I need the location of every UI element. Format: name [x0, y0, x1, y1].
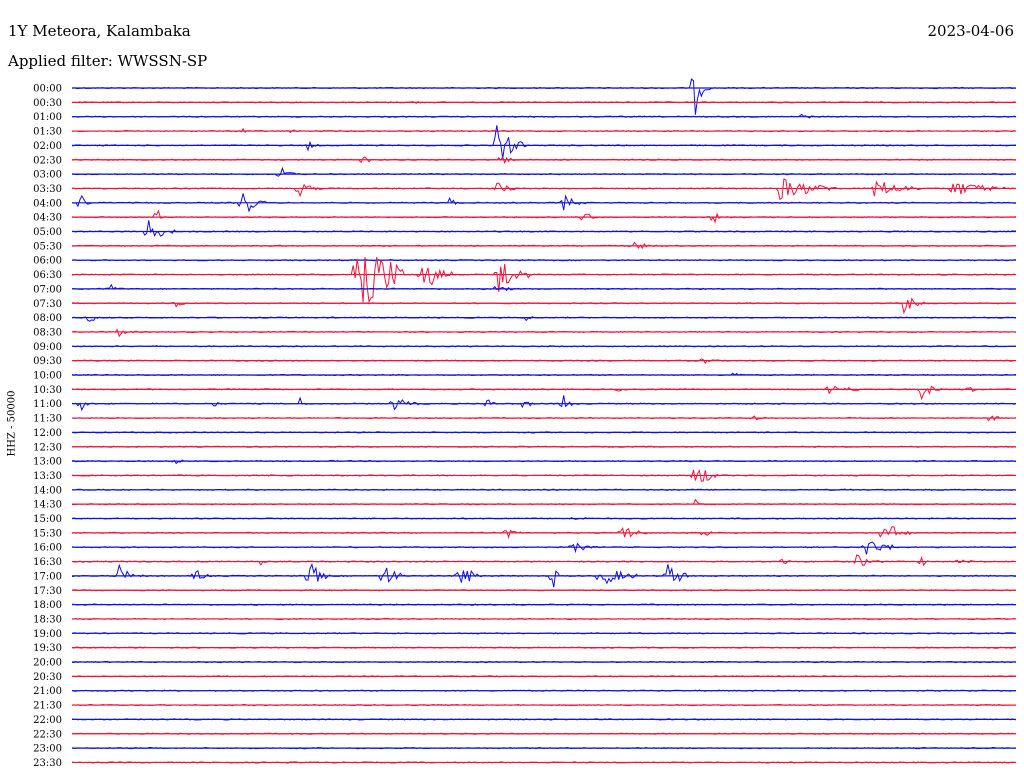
row-label: 22:00 [33, 715, 62, 726]
trace-1530 [71, 526, 1016, 540]
trace-0330 [71, 178, 1017, 201]
row-label: 17:00 [33, 571, 62, 582]
row-label: 22:30 [33, 729, 62, 740]
row-label: 08:30 [33, 327, 62, 338]
row-label: 21:30 [33, 701, 62, 712]
row-label: 16:00 [33, 543, 62, 554]
trace-1630 [71, 554, 1017, 567]
row-label: 19:00 [33, 629, 62, 640]
row-label: 15:00 [33, 514, 62, 525]
row-label: 18:30 [33, 614, 62, 625]
trace-1600 [71, 541, 1017, 555]
row-label: 04:30 [33, 213, 62, 224]
row-label: 16:30 [33, 557, 62, 568]
row-label: 09:30 [33, 356, 62, 367]
row-label: 11:30 [33, 414, 62, 425]
row-label: 23:30 [33, 758, 62, 769]
trace-1100 [71, 395, 1017, 412]
row-label: 03:30 [33, 184, 62, 195]
row-label: 15:30 [33, 528, 62, 539]
trace-0700 [71, 283, 1017, 292]
row-label: 02:30 [33, 155, 62, 166]
row-label-group: 00:00 00:30 01:00 01:30 02:00 02:30 03:00 03:30… [33, 84, 62, 769]
station-title: 1Y Meteora, Kalambaka [8, 22, 191, 40]
row-label: 12:30 [33, 442, 62, 453]
row-label: 13:30 [33, 471, 62, 482]
row-label: 11:00 [33, 399, 62, 410]
row-label: 07:00 [33, 284, 62, 295]
row-label: 01:00 [33, 112, 62, 123]
trace-1030 [71, 385, 1017, 401]
row-label: 10:30 [33, 385, 62, 396]
trace-0630 [71, 257, 1017, 304]
row-label: 05:00 [33, 227, 62, 238]
trace-0300 [71, 166, 1017, 177]
row-label: 00:00 [33, 84, 62, 95]
filter-label: Applied filter: WWSSN-SP [8, 52, 208, 70]
trace-0000 [71, 78, 1017, 115]
row-label: 18:00 [33, 600, 62, 611]
trace-0500 [71, 220, 1016, 237]
row-label: 01:30 [33, 127, 62, 138]
row-label: 07:30 [33, 299, 62, 310]
trace-0830 [71, 328, 1017, 338]
row-label: 05:30 [33, 241, 62, 252]
row-label: 03:00 [33, 170, 62, 181]
row-label: 14:00 [33, 485, 62, 496]
row-label: 09:00 [33, 342, 62, 353]
date-label: 2023-04-06 [927, 22, 1014, 40]
row-label: 21:00 [33, 686, 62, 697]
trace-0730 [71, 297, 1017, 315]
row-label: 06:30 [33, 270, 62, 281]
row-label: 23:00 [33, 744, 62, 755]
trace-group [71, 78, 1017, 764]
row-label: 08:00 [33, 313, 62, 324]
row-label: 17:30 [33, 586, 62, 597]
row-label: 12:00 [33, 428, 62, 439]
row-label: 04:00 [33, 198, 62, 209]
row-label: 10:00 [33, 371, 62, 382]
row-label: 19:30 [33, 643, 62, 654]
row-label: 00:30 [33, 98, 62, 109]
row-label: 20:00 [33, 658, 62, 669]
row-label: 20:30 [33, 672, 62, 683]
row-label: 02:00 [33, 141, 62, 152]
row-label: 13:00 [33, 457, 62, 468]
trace-0430 [71, 209, 1017, 224]
row-label: 14:30 [33, 500, 62, 511]
row-label: 06:00 [33, 256, 62, 267]
